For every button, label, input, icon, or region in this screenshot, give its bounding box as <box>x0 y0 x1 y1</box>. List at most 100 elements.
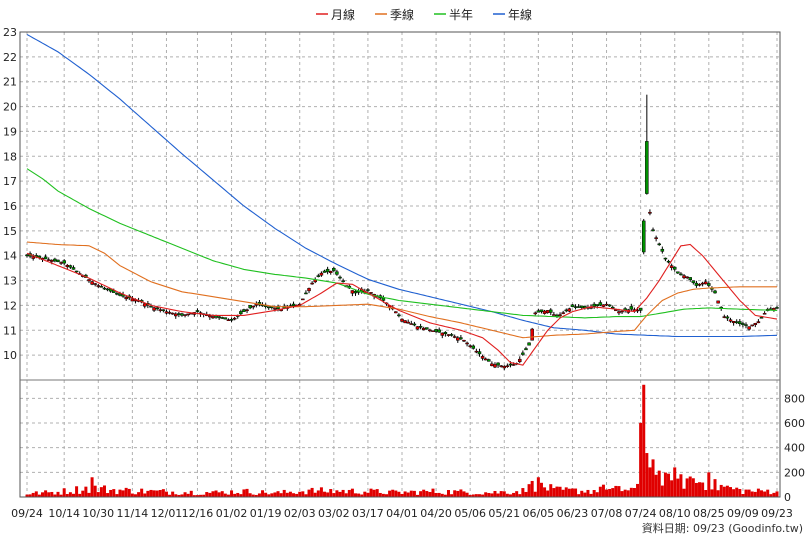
candle-body <box>707 283 711 286</box>
candle-body <box>468 345 472 347</box>
volume-bar <box>109 489 113 497</box>
volume-tick-0: 0 <box>784 491 791 504</box>
candle-body <box>722 316 727 318</box>
price-tick-9: 19 <box>3 125 17 138</box>
volume-bar <box>744 489 748 497</box>
candle-body <box>353 291 358 294</box>
volume-bar <box>75 486 79 497</box>
candle-body <box>536 310 541 313</box>
date-tick-8: 02/03 <box>284 507 316 520</box>
candle-body <box>211 316 215 319</box>
candle-body <box>87 279 91 282</box>
candle-body <box>105 288 110 291</box>
volume-bar <box>660 485 664 497</box>
candle-body <box>167 312 172 314</box>
date-tick-17: 07/08 <box>591 507 623 520</box>
candle-body <box>672 266 677 270</box>
volume-bar <box>223 493 227 497</box>
candle-body <box>641 220 646 253</box>
volume-bar <box>617 486 621 497</box>
volume-bar <box>623 489 627 497</box>
candle-body <box>177 313 181 315</box>
volume-bar <box>453 490 457 497</box>
candle-body <box>217 316 221 319</box>
volume-bar <box>106 493 110 497</box>
candle-body <box>629 306 634 310</box>
candle-body <box>239 311 243 315</box>
volume-bar <box>477 494 481 497</box>
volume-bar <box>292 493 296 497</box>
candle-body <box>645 141 649 194</box>
volume-bar <box>654 474 658 497</box>
candle-body <box>493 364 497 368</box>
candle-body <box>425 327 429 330</box>
volume-bar <box>226 494 230 497</box>
volume-bar <box>84 486 88 497</box>
volume-bar <box>301 491 305 497</box>
volume-bar <box>605 489 609 497</box>
candle-body <box>170 312 175 315</box>
volume-bar <box>71 493 75 497</box>
volume-bar <box>90 477 94 497</box>
volume-bar <box>474 494 478 497</box>
candle-body <box>394 311 398 314</box>
candle-body <box>511 364 516 366</box>
volume-bar <box>691 478 695 497</box>
legend-label-3: 年線 <box>508 7 532 22</box>
volume-bar <box>363 491 367 497</box>
volume-bar <box>425 491 429 497</box>
volume-bar <box>592 490 596 497</box>
candle-body <box>319 272 324 276</box>
candle-body <box>397 314 401 317</box>
volume-bar <box>233 493 237 497</box>
price-tick-5: 15 <box>3 225 17 238</box>
volume-bar <box>124 487 128 497</box>
price-tick-11: 21 <box>3 76 17 89</box>
candle-body <box>580 305 584 308</box>
volume-bar <box>657 470 661 497</box>
volume-bar <box>422 489 426 497</box>
volume-bar <box>248 493 252 497</box>
candle-body <box>682 275 686 279</box>
date-tick-14: 05/21 <box>488 507 520 520</box>
volume-bar <box>412 490 416 497</box>
candle-body <box>155 307 159 310</box>
volume-bar <box>137 492 141 497</box>
volume-bar <box>738 489 742 497</box>
volume-bar <box>59 494 63 497</box>
price-tick-3: 13 <box>3 275 17 288</box>
volume-bar <box>44 490 48 497</box>
volume-bar <box>282 489 286 497</box>
candle-body <box>703 281 708 285</box>
date-tick-21: 09/09 <box>727 507 759 520</box>
candle-body <box>465 342 469 345</box>
candle-body <box>549 309 553 313</box>
volume-bar <box>775 491 779 497</box>
candle-body <box>734 321 739 324</box>
price-axis: 10 11 12 13 14 15 16 17 18 19 20 21 22 23 <box>3 26 17 362</box>
volume-bar <box>502 491 506 497</box>
volume-axis: 0 200 400 600 800 <box>784 392 805 504</box>
candle-body <box>657 243 661 246</box>
volume-bar <box>772 492 776 497</box>
volume-bar <box>295 493 299 497</box>
date-tick-18: 07/24 <box>625 507 657 520</box>
volume-bar <box>487 492 491 497</box>
volume-bar <box>102 485 106 497</box>
volume-tick-4: 800 <box>784 392 805 405</box>
price-tick-10: 20 <box>3 101 17 114</box>
candle-body <box>533 312 538 315</box>
volume-bar <box>549 484 553 497</box>
candle-body <box>251 305 255 308</box>
candle-body <box>248 305 252 309</box>
volume-bar <box>87 492 91 497</box>
volume-bar <box>493 490 497 497</box>
volume-bar <box>326 492 330 497</box>
volume-bar <box>688 476 692 497</box>
volume-bar <box>164 491 168 497</box>
volume-bar <box>766 489 770 497</box>
candle-body <box>53 258 57 262</box>
candle-body <box>459 337 463 340</box>
candle-body <box>46 259 51 261</box>
